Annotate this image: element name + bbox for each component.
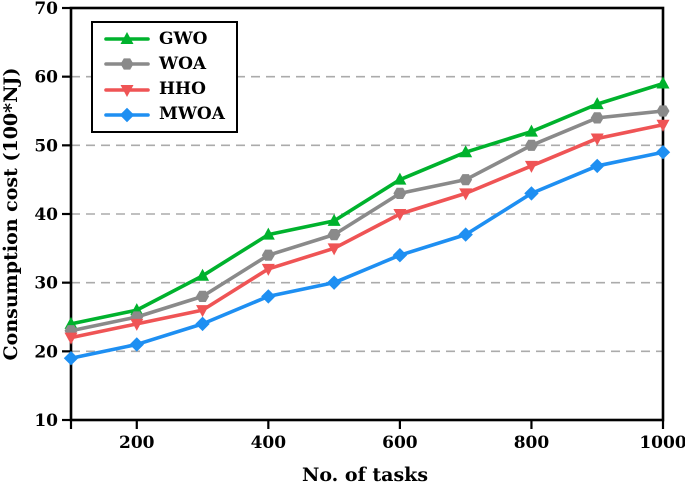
plot-border — [69, 6, 665, 422]
data-point-hho-600 — [393, 209, 407, 221]
data-point-hho-500 — [327, 243, 341, 256]
y-tick-label-50: 50 — [34, 136, 58, 156]
data-point-hho-1000 — [656, 119, 670, 132]
y-tick-label-10: 10 — [34, 411, 58, 431]
y-tick-label-40: 40 — [34, 205, 58, 225]
data-point-hho-200 — [130, 318, 144, 331]
data-point-mwoa-900 — [590, 158, 605, 174]
legend-label: GWO — [159, 28, 208, 49]
data-point-hho-900 — [590, 133, 604, 146]
legend-marker-triangle-down-icon — [120, 84, 134, 97]
data-point-mwoa-500 — [326, 275, 342, 290]
data-point-woa-400 — [261, 249, 275, 261]
data-point-gwo-800 — [524, 124, 538, 137]
legend-item-mwoa: MWOA — [104, 103, 232, 127]
legend-label: WOA — [159, 53, 207, 74]
data-point-hho-400 — [261, 263, 275, 276]
data-point-woa-300 — [196, 290, 210, 302]
legend-label: MWOA — [159, 104, 225, 125]
data-point-gwo-500 — [327, 213, 341, 226]
x-tick-label-600: 600 — [382, 433, 418, 453]
x-tick-label-400: 400 — [251, 433, 287, 453]
legend-item-gwo: GWO — [104, 27, 232, 51]
y-tick-label-20: 20 — [34, 342, 58, 362]
data-point-hho-800 — [524, 160, 538, 173]
data-point-gwo-900 — [590, 97, 604, 110]
series-line-hho — [69, 122, 665, 340]
y-tick-label-60: 60 — [34, 68, 58, 88]
y-axis-title: Consumption cost (100*NJ) — [0, 68, 22, 361]
data-point-gwo-400 — [261, 227, 275, 240]
x-axis-title: No. of tasks — [302, 464, 428, 486]
series-line-mwoa — [69, 150, 665, 361]
data-point-mwoa-800 — [524, 186, 539, 201]
x-tick-label-1000: 1000 — [639, 433, 685, 453]
data-point-hho-700 — [459, 188, 473, 201]
data-point-mwoa-400 — [261, 289, 276, 304]
data-point-hho-100 — [64, 332, 78, 345]
legend-marker-hexagon-icon — [120, 58, 134, 70]
x-tick-label-200: 200 — [119, 433, 155, 453]
legend-label: HHO — [159, 79, 206, 100]
legend-item-woa: WOA — [104, 52, 232, 76]
legend-swatch-woa — [104, 58, 150, 70]
data-point-woa-700 — [459, 174, 473, 186]
data-point-gwo-600 — [393, 172, 407, 185]
series-line-gwo — [69, 81, 665, 326]
data-point-mwoa-600 — [392, 248, 408, 263]
legend-swatch-mwoa — [104, 107, 150, 122]
data-point-mwoa-200 — [129, 337, 144, 352]
data-point-mwoa-300 — [195, 316, 210, 332]
data-point-woa-600 — [393, 187, 407, 199]
data-point-woa-500 — [327, 229, 341, 241]
legend-marker-diamond-icon — [119, 107, 135, 122]
legend-marker-triangle-up-icon — [120, 32, 134, 45]
data-point-woa-800 — [524, 139, 538, 151]
series-line-woa — [69, 109, 665, 333]
y-tick-label-30: 30 — [34, 274, 58, 294]
data-point-gwo-1000 — [656, 76, 670, 89]
data-point-mwoa-100 — [63, 351, 79, 366]
legend-swatch-hho — [104, 84, 150, 97]
data-point-mwoa-700 — [458, 227, 473, 242]
y-tick-label-70: 70 — [34, 0, 58, 19]
data-point-hho-300 — [196, 305, 210, 318]
data-point-gwo-700 — [459, 145, 473, 158]
data-point-mwoa-1000 — [655, 145, 671, 160]
data-point-woa-1000 — [656, 105, 670, 117]
legend: GWO WOA HHO MWOA — [91, 21, 238, 133]
data-point-woa-900 — [590, 112, 604, 124]
x-tick-label-800: 800 — [514, 433, 550, 453]
legend-item-hho: HHO — [104, 78, 232, 102]
data-point-gwo-300 — [196, 268, 210, 281]
legend-swatch-gwo — [104, 32, 150, 45]
